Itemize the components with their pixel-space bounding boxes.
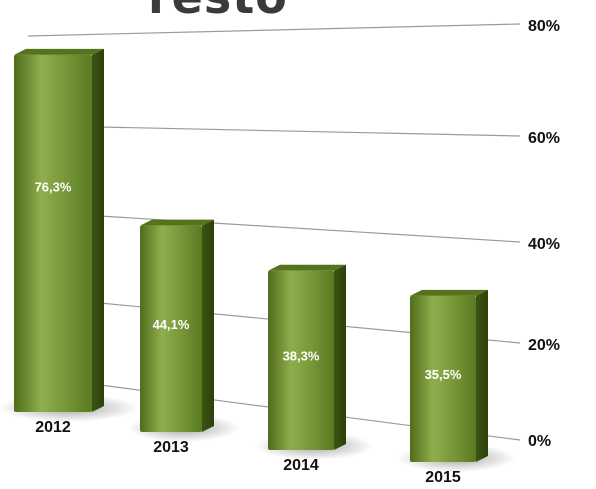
bar-2015 (396, 289, 516, 472)
value-label-2012: 76,3% (35, 179, 72, 194)
value-label-2014: 38,3% (283, 348, 320, 363)
category-label-2014: 2014 (283, 457, 319, 474)
category-label-2013: 2013 (153, 439, 189, 456)
bar-2012 (0, 48, 139, 422)
gridline-80 (27, 23, 521, 37)
category-label-2015: 2015 (425, 469, 461, 486)
ytick-label-0: 0% (528, 433, 551, 450)
chart-title: resto (148, 0, 288, 24)
ytick-label-20: 20% (528, 337, 560, 354)
bar-2013 (127, 219, 240, 442)
bar-2014 (254, 264, 374, 460)
ytick-label-80: 80% (528, 18, 560, 35)
ytick-label-40: 40% (528, 236, 560, 253)
value-label-2013: 44,1% (153, 317, 190, 332)
value-label-2015: 35,5% (425, 367, 462, 382)
gridline-60 (99, 126, 521, 137)
ytick-label-60: 60% (528, 130, 560, 147)
category-label-2012: 2012 (35, 419, 71, 436)
